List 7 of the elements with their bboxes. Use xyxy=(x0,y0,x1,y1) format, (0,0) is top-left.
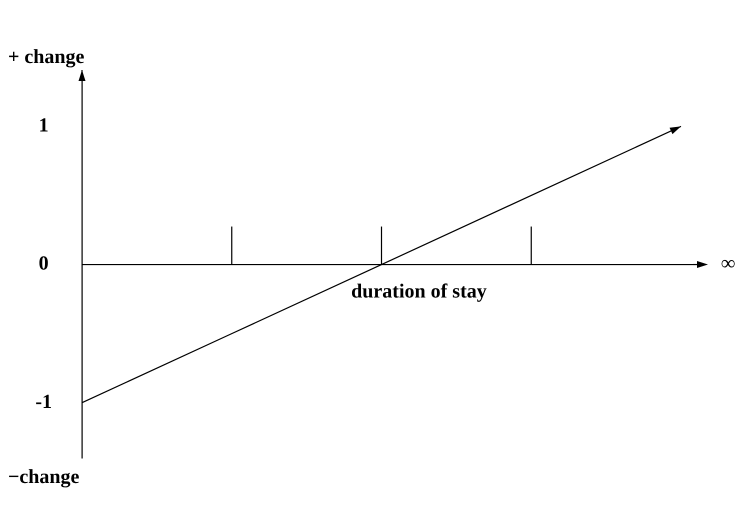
y-tick-label: 0 xyxy=(38,252,49,275)
y-tick-label: 1 xyxy=(38,114,49,137)
text: −change xyxy=(8,466,80,488)
text: ∞ xyxy=(721,252,736,275)
x-axis-title: duration of stay xyxy=(351,280,487,303)
y-tick-label: -1 xyxy=(35,390,52,413)
y-axis-title: + change xyxy=(8,46,85,68)
